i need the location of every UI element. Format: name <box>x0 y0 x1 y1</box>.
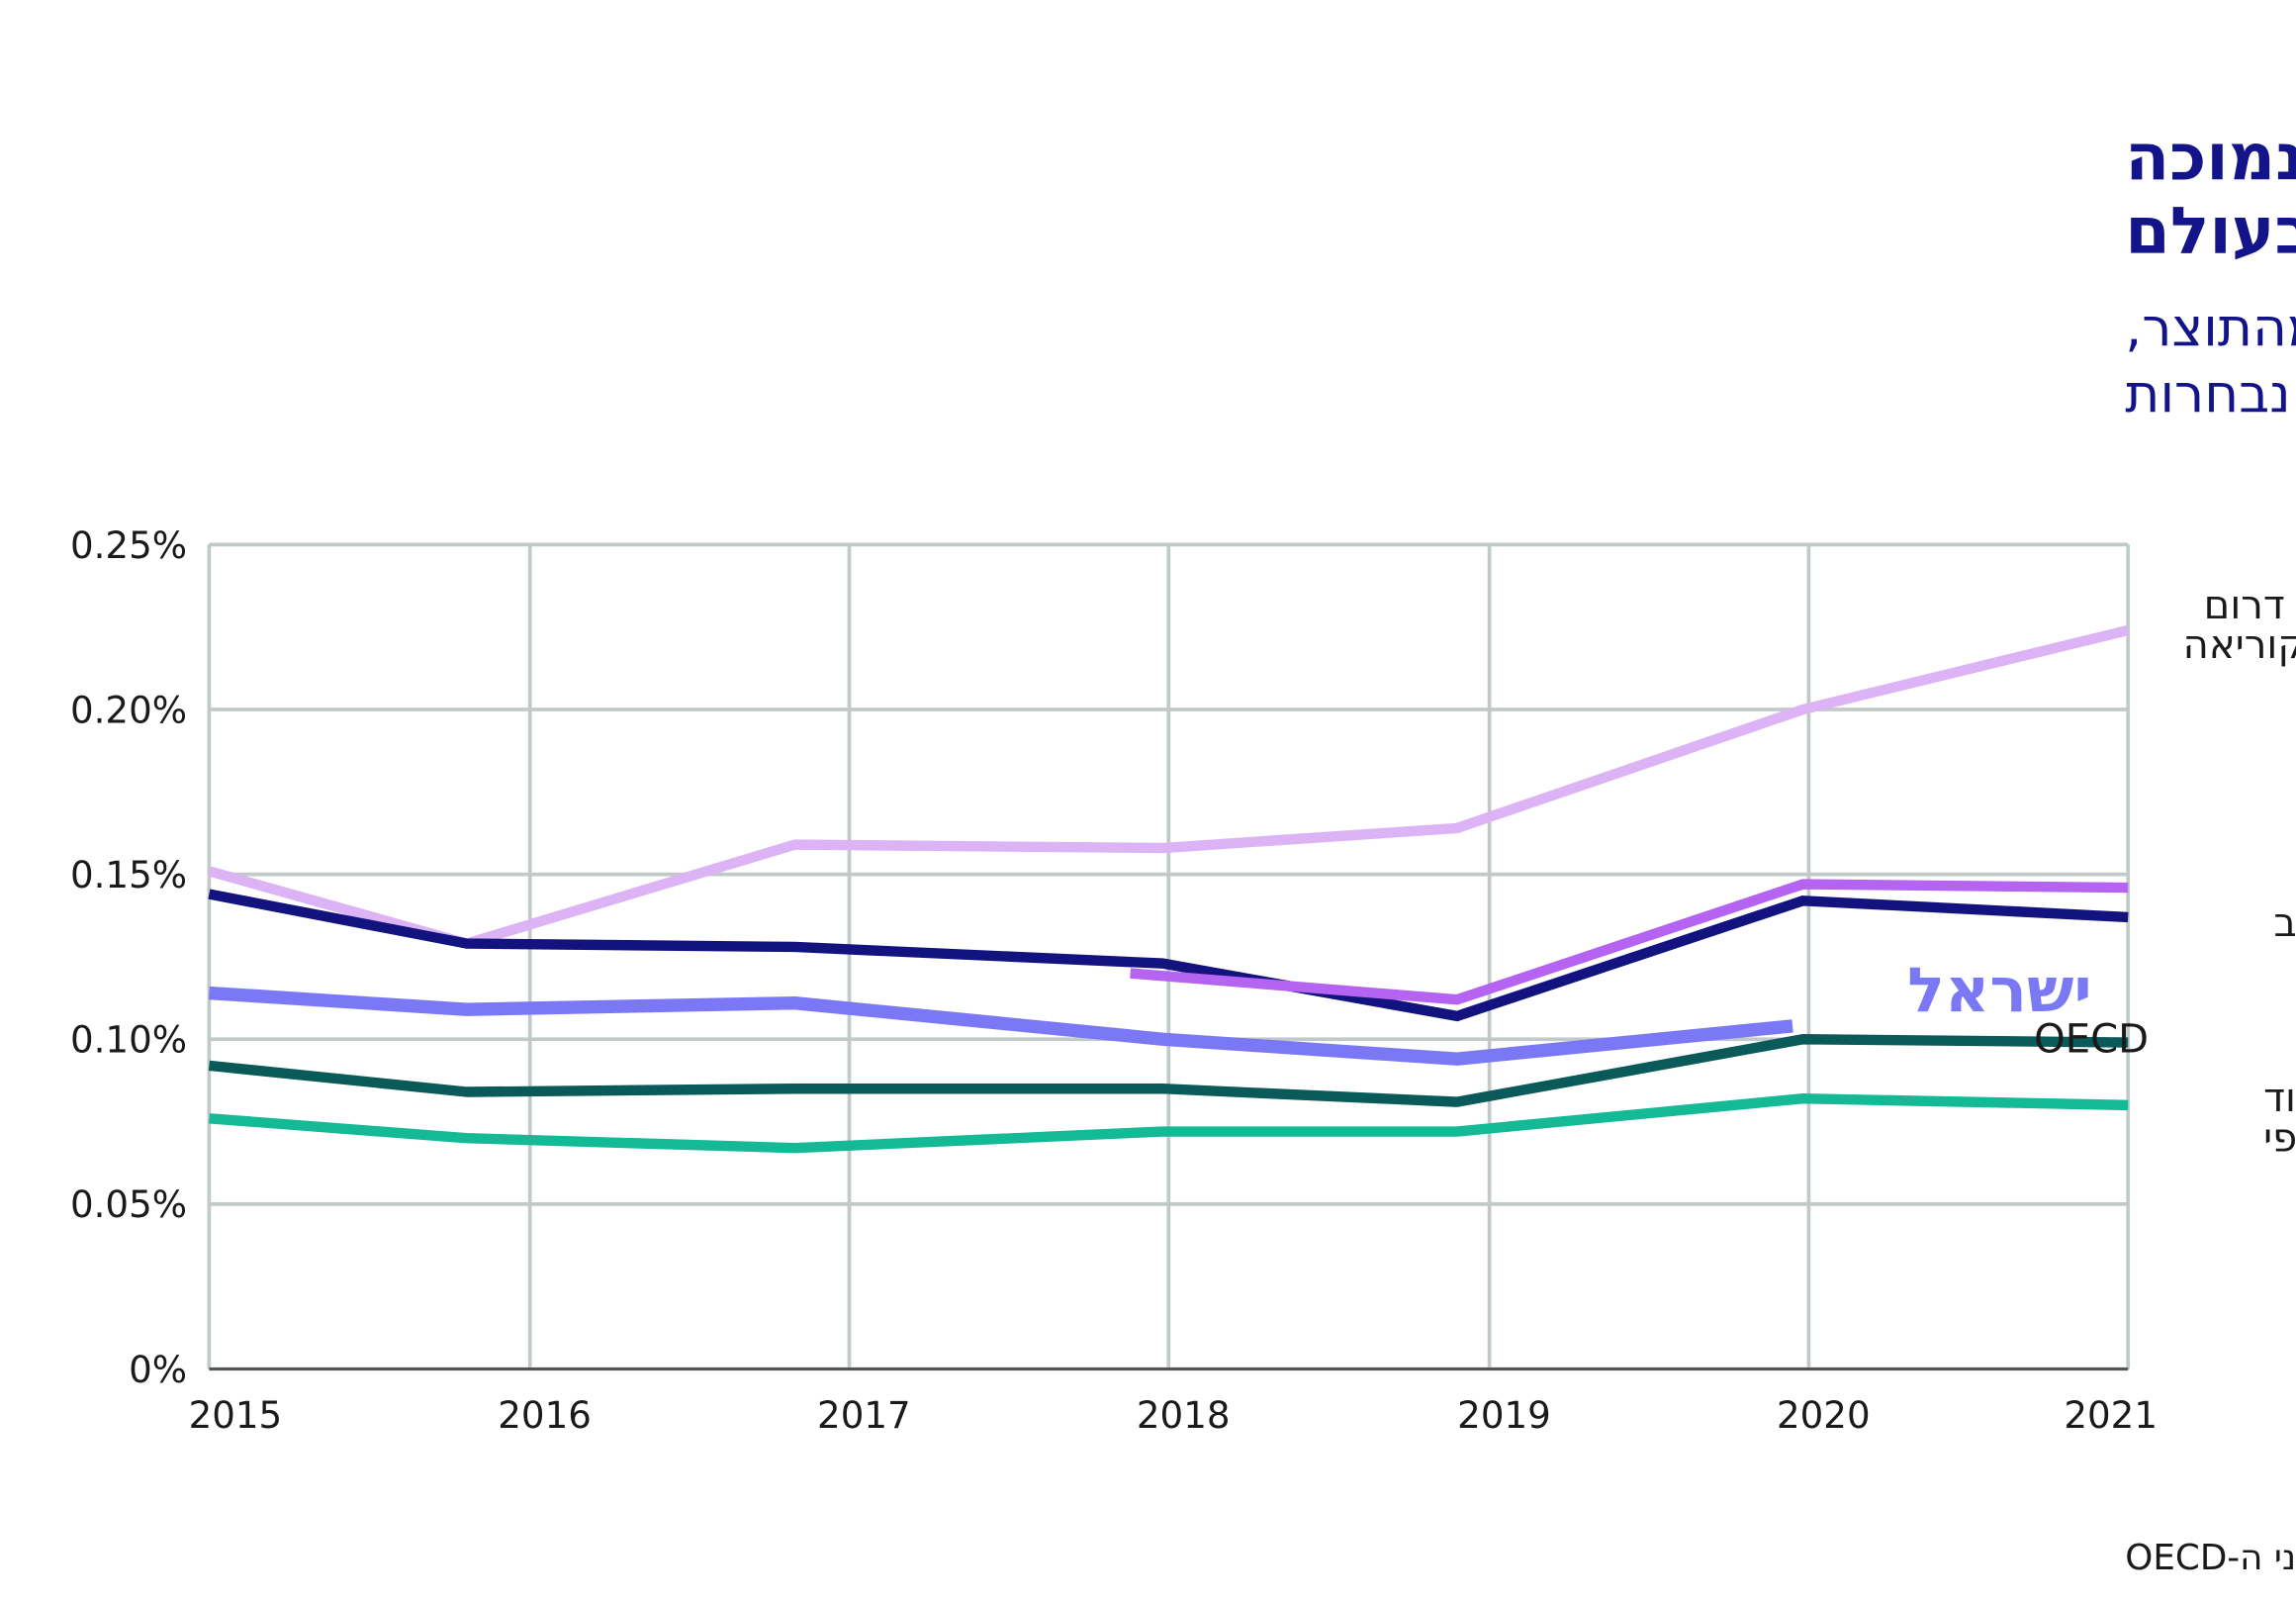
series-label: ארה"ב <box>2274 900 2296 946</box>
series-labels: דרוםקוריאהארה"בבריטניהישראלOECDאיחודאירו… <box>1907 583 2296 1162</box>
series-line <box>208 986 1793 1066</box>
series-line <box>208 1034 2129 1107</box>
x-tick-label: 2016 <box>498 1393 592 1437</box>
y-tick-label: 0.10% <box>70 1018 187 1062</box>
series-lines <box>207 624 2130 1154</box>
y-tick-label: 0.20% <box>70 688 187 731</box>
series-label: אירופי <box>2263 1115 2296 1161</box>
x-tick-label: 2021 <box>2064 1393 2158 1437</box>
x-tick-label: 2019 <box>1457 1393 1551 1437</box>
grid <box>207 542 2131 1371</box>
series-line <box>1130 879 2129 1005</box>
subtitle-line-1: ההוצאה הממשלתית למימון מו"פ במגזר העסקי … <box>2125 297 2296 359</box>
x-tick-label: 2017 <box>817 1393 911 1437</box>
y-tick-label: 0% <box>129 1348 187 1391</box>
x-tick-label: 2015 <box>189 1393 283 1437</box>
ticks: 0% 0.05% 0.10% 0.15% 0.20% 0.25% 2015 2016 2017 2… <box>70 523 2158 1437</box>
series-label: ישראל <box>1907 954 2092 1026</box>
subtitle-line-2: בשנה במדינות נבחרות <box>2125 363 2296 425</box>
series-line <box>209 1092 2129 1154</box>
series-label: דרום <box>2204 583 2285 628</box>
series-label: איחוד <box>2263 1076 2296 1121</box>
source-note: מקור: עיבודי רשות החדשנות לנתוני ה-OECD <box>2125 1538 2296 1578</box>
title-line-2: מאשר במדינות המובילות בחדשנות בעולם <box>2125 194 2296 269</box>
series-line <box>208 889 2129 1022</box>
y-tick-label: 0.25% <box>70 523 187 567</box>
series-label: OECD <box>2034 1017 2149 1063</box>
y-tick-label: 0.05% <box>70 1182 187 1226</box>
x-tick-label: 2020 <box>1777 1393 1871 1437</box>
x-tick-label: 2018 <box>1137 1393 1231 1437</box>
y-tick-label: 0.15% <box>70 853 187 896</box>
series-label: קוריאה <box>2183 622 2296 668</box>
title-line-1: ההשקעה הממשלתית במו"פ במגזר העסקי בישראל… <box>2125 120 2296 195</box>
